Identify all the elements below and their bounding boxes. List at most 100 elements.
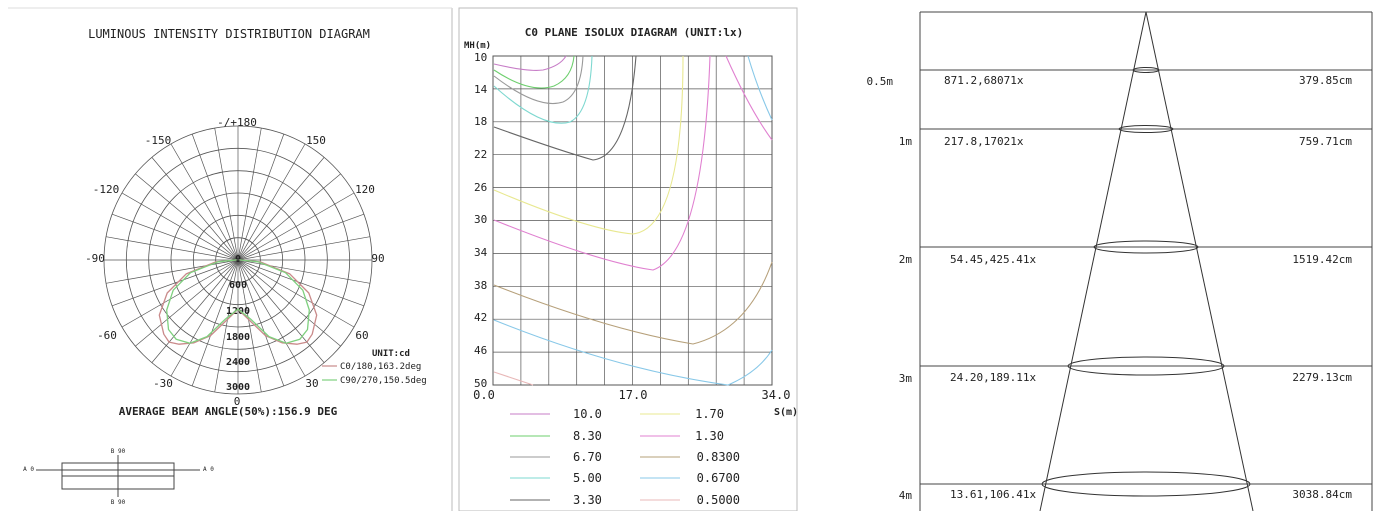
angle-label-90: 90 (371, 252, 384, 265)
cone-diagram: 0.5m 871.2,68071x 379.85cm 1m 217.8,1702… (867, 11, 1373, 511)
polar-spoke (151, 259, 239, 363)
cone-lux-1m: 217.8,17021x (944, 135, 1024, 148)
key-label-a0-right: A 0 (203, 466, 214, 473)
polar-spoke (237, 157, 325, 261)
beam-angle-label: AVERAGE BEAM ANGLE(50%):156.9 DEG (119, 405, 338, 418)
key-label-b90-top: B 90 (111, 448, 126, 455)
polar-spoke (237, 236, 371, 261)
iso-legend-label-500: 5.00 (573, 471, 602, 485)
isolux-y-tick-42: 42 (474, 311, 487, 324)
polar-spoke (237, 259, 371, 284)
isolux-legend: 10.0 1.70 8.30 1.30 6.70 0.8300 5.00 0.6… (510, 407, 740, 507)
polar-title: LUMINOUS INTENSITY DISTRIBUTION DIAGRAM (88, 27, 370, 41)
cone-height-4m: 4m (899, 489, 913, 502)
cone-ellipse-05m (1132, 67, 1160, 73)
iso-legend-label-05000: 0.5000 (697, 493, 740, 507)
radial-label-3000: 3000 (226, 382, 250, 393)
isolux-y-tick-46: 46 (474, 344, 487, 357)
polar-grid (103, 125, 373, 395)
isolux-y-tick-18: 18 (474, 115, 487, 128)
cone-ellipse-4m (1041, 471, 1251, 497)
iso-curve-6.7 (493, 55, 584, 105)
polar-spoke (170, 143, 239, 261)
iso-curve-0.83 (493, 261, 773, 345)
iso-legend-label-06700: 0.6700 (697, 471, 740, 485)
iso-curve-edge2 (725, 55, 773, 141)
iso-curve-0.5 (493, 371, 534, 386)
cone-height-2m: 2m (899, 253, 913, 266)
polar-spoke (111, 213, 239, 261)
iso-curve-3.3 (493, 55, 637, 161)
angle-label-bottom: 0 (234, 395, 241, 408)
polar-spoke (135, 173, 239, 261)
polar-spoke (237, 259, 325, 363)
key-label-a0-left: A 0 (23, 466, 34, 473)
polar-spoke (237, 173, 341, 261)
angle-label-top: -/+180 (217, 116, 257, 129)
isolux-x-tick-0: 0.0 (473, 388, 495, 402)
angle-label-minus60: -60 (97, 329, 117, 342)
radial-label-1200: 1200 (226, 306, 250, 317)
isolux-y-axis-label: MH(m) (464, 41, 491, 51)
unit-label: UNIT:cd (372, 349, 410, 359)
cone-lux-05m: 871.2,68071x (944, 74, 1024, 87)
polar-spoke (237, 213, 365, 261)
isolux-y-tick-26: 26 (474, 181, 487, 194)
legend-label-c0: C0/180,163.2deg (340, 362, 421, 372)
polar-spoke (237, 133, 285, 261)
polar-spoke (237, 259, 285, 387)
cone-diameter-3m: 2279.13cm (1292, 371, 1352, 384)
cone-height-3m: 3m (899, 372, 913, 385)
polar-curves (158, 259, 318, 345)
iso-legend-label-670: 6.70 (573, 450, 602, 464)
legend-label-c90: C90/270,150.5deg (340, 376, 427, 386)
isolux-y-tick-22: 22 (474, 148, 487, 161)
iso-legend-label-330: 3.30 (573, 493, 602, 507)
key-label-b90-bottom: B 90 (111, 499, 126, 506)
isolux-panel: C0 PLANE ISOLUX DIAGRAM (UNIT:lx) MH(m) … (458, 0, 802, 511)
polar-spoke (214, 127, 239, 261)
polar-spoke (151, 157, 239, 261)
polar-spoke (105, 236, 239, 261)
isolux-y-tick-50: 50 (474, 377, 487, 390)
iso-curve-0.67 (493, 319, 773, 386)
cone-diameter-2m: 1519.42cm (1292, 253, 1352, 266)
polar-spoke (237, 259, 365, 307)
isolux-x-tick-34: 34.0 (762, 388, 791, 402)
iso-legend-label-830: 8.30 (573, 429, 602, 443)
iso-curve-1.3 (493, 55, 711, 271)
isolux-y-tick-30: 30 (474, 213, 487, 226)
isolux-y-tick-34: 34 (474, 246, 488, 259)
radial-label-2400: 2400 (226, 357, 250, 368)
isolux-grid (492, 55, 773, 386)
radial-label-0: 0 (235, 254, 241, 265)
polar-spoke (135, 259, 239, 347)
polar-spoke (111, 259, 239, 307)
polar-spoke (191, 259, 239, 387)
iso-curve-1.7 (493, 55, 684, 235)
angle-label-30: 30 (305, 377, 318, 390)
luminaire-key: B 90 B 90 A 0 A 0 (23, 448, 214, 506)
iso-legend-label-10: 10.0 (573, 407, 602, 421)
isolux-x-axis-label: S(m) (774, 407, 798, 418)
polar-spoke (105, 259, 239, 284)
angle-label-minus30: -30 (153, 377, 173, 390)
polar-spoke (191, 133, 239, 261)
polar-curve-c90 (166, 259, 310, 344)
isolux-y-tick-10: 10 (474, 51, 487, 64)
cone-ellipse-2m (1093, 240, 1199, 254)
cone-height-1m: 1m (899, 135, 913, 148)
polar-spoke (237, 127, 262, 261)
isolux-y-tick-14: 14 (474, 83, 488, 96)
polar-spoke (121, 259, 239, 328)
polar-spoke (237, 259, 355, 328)
angle-label-150: 150 (306, 134, 326, 147)
iso-curve-edge1 (747, 55, 773, 121)
iso-curve-8.3 (493, 55, 575, 89)
polar-spoke (237, 259, 306, 377)
polar-spoke (237, 143, 306, 261)
iso-legend-label-170: 1.70 (695, 407, 724, 421)
iso-legend-label-08300: 0.8300 (697, 450, 740, 464)
polar-panel: LUMINOUS INTENSITY DISTRIBUTION DIAGRAM … (0, 0, 458, 511)
cone-panel: 0.5m 871.2,68071x 379.85cm 1m 217.8,1702… (802, 0, 1376, 511)
